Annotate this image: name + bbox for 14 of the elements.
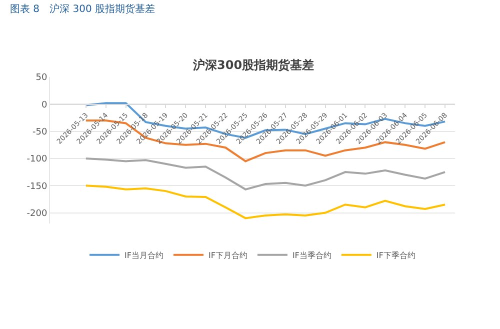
y-tick-label: -50 xyxy=(32,127,48,138)
legend-label: IF下季合约 xyxy=(376,251,416,260)
chart-subtitle: 沪深300股指期货基差 xyxy=(192,58,314,72)
y-tick-label: -200 xyxy=(26,208,48,219)
chart-title: 图表 8 沪深 300 股指期货基差 xyxy=(10,2,155,15)
legend-label: IF下月合约 xyxy=(208,251,248,260)
y-tick-label: 0 xyxy=(41,100,48,110)
legend-label: IF当季合约 xyxy=(292,251,332,260)
line-series xyxy=(84,184,446,220)
line-series xyxy=(84,157,446,190)
legend-label: IF当月合约 xyxy=(124,251,164,260)
y-tick-label: -100 xyxy=(26,154,48,165)
y-tick-label: 50 xyxy=(36,73,48,84)
y-tick-label: -150 xyxy=(26,182,48,192)
